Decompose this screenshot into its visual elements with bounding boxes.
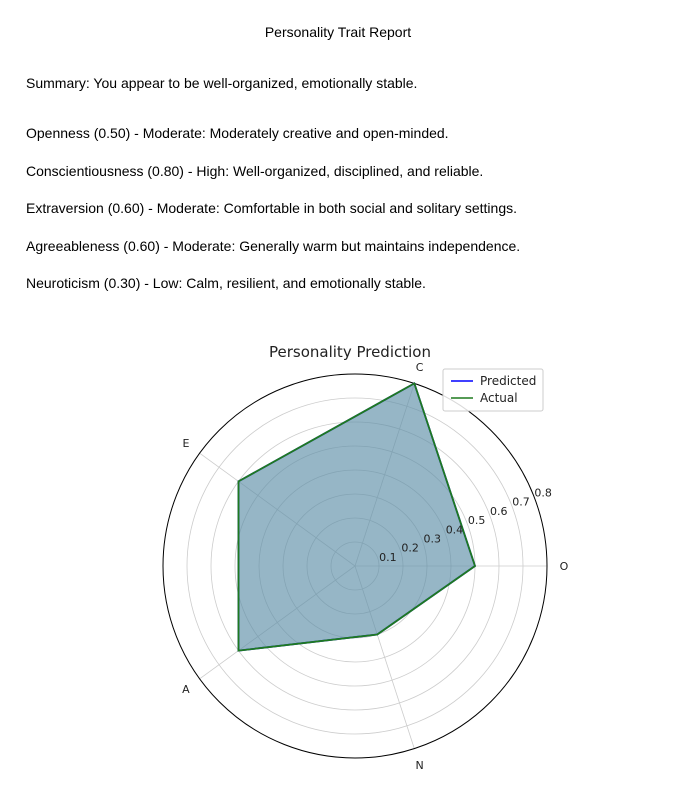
report-title: Personality Trait Report <box>264 24 412 40</box>
trait-agreeableness: Agreeableness (0.60) - Moderate: General… <box>26 237 521 254</box>
category-label-e: E <box>182 437 189 450</box>
category-label-n: N <box>415 759 423 772</box>
radial-tick-label: 0.1 <box>379 551 397 564</box>
radial-tick-label: 0.5 <box>468 514 486 527</box>
trait-openness: Openness (0.50) - Moderate: Moderately c… <box>26 125 449 141</box>
series-layer <box>237 382 477 652</box>
radar-chart: Personality Prediction 0.10.20.30.40.50.… <box>162 343 569 772</box>
radial-tick-label: 0.8 <box>534 487 552 500</box>
trait-conscientiousness: Conscientiousness (0.80) - High: Well-or… <box>26 162 484 179</box>
radial-tick-label: 0.6 <box>490 505 508 518</box>
category-label-o: O <box>560 560 569 573</box>
radial-tick-labels: 0.1 0.2 0.3 0.4 0.5 0.6 0.7 0.8 <box>379 487 552 564</box>
trait-list: Openness (0.50) - Moderate: Moderately c… <box>26 125 520 313</box>
category-label-a: A <box>182 683 190 696</box>
report-summary: Summary: You appear to be well-organized… <box>26 75 418 91</box>
category-label-c: C <box>416 361 424 374</box>
trait-extraversion: Extraversion (0.60) - Moderate: Comforta… <box>26 200 518 216</box>
trait-neuroticism: Neuroticism (0.30) - Low: Calm, resilien… <box>26 275 426 291</box>
series-line-actual <box>237 382 477 652</box>
radial-tick-label: 0.2 <box>401 542 419 555</box>
legend-label-actual: Actual <box>480 391 518 405</box>
legend-frame <box>442 368 544 412</box>
category-labels: O C E A N <box>182 361 569 772</box>
radial-tick-label: 0.7 <box>512 496 530 509</box>
radial-tick-label: 0.4 <box>446 523 464 536</box>
legend: Predicted Actual <box>442 368 544 412</box>
radial-tick-label: 0.3 <box>424 532 442 545</box>
legend-label-predicted: Predicted <box>480 374 536 388</box>
series-fill <box>238 383 475 651</box>
polar-frame <box>162 373 548 759</box>
chart-title: Personality Prediction <box>269 343 431 361</box>
